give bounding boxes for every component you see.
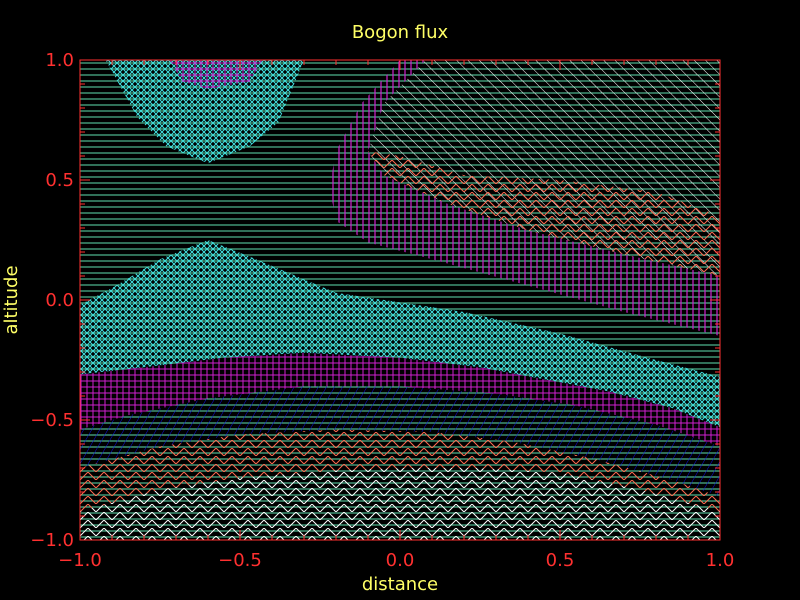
x-axis-label: distance [362, 574, 438, 595]
y-tick-label: 1.0 [45, 50, 74, 71]
contour-region-3 [80, 386, 720, 497]
chart-title: Bogon flux [352, 22, 449, 43]
x-tick-label: 1.0 [706, 550, 735, 571]
y-tick-label: −1.0 [30, 530, 74, 551]
contour-region-6 [105, 60, 304, 164]
y-tick-label: −0.5 [30, 410, 74, 431]
x-tick-label: 0.5 [546, 550, 575, 571]
contour-region-10 [368, 151, 720, 276]
contour-region-7 [169, 60, 263, 89]
contour-region-1 [80, 468, 720, 540]
contour-region-8 [329, 60, 720, 336]
x-tick-label: 0.0 [386, 550, 415, 571]
y-axis-label: altitude [1, 265, 22, 334]
contour-region-4 [80, 352, 720, 447]
contour-regions [80, 60, 720, 540]
x-tick-label: −1.0 [58, 550, 102, 571]
x-tick-label: −0.5 [218, 550, 262, 571]
axis-ticks: −1.0 −0.5 0.0 0.5 1.0 −1.0 −0.5 0.0 0.5 1.0 [30, 50, 734, 571]
y-tick-label: 0.0 [45, 290, 74, 311]
contour-region-2 [80, 429, 720, 512]
y-tick-label: 0.5 [45, 170, 74, 191]
contour-region-5 [80, 240, 720, 428]
